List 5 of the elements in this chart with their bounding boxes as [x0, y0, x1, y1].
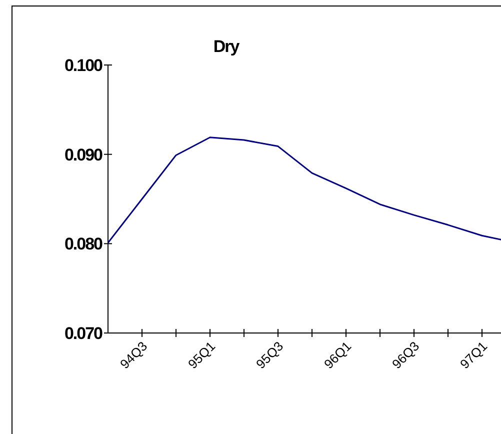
y-tick-label: 0.090 — [64, 145, 103, 164]
y-tick-label: 0.100 — [64, 56, 103, 75]
y-tick-label: 0.080 — [64, 234, 103, 254]
chart-title: Dry — [213, 37, 240, 56]
y-tick-label: 0.070 — [64, 324, 103, 343]
